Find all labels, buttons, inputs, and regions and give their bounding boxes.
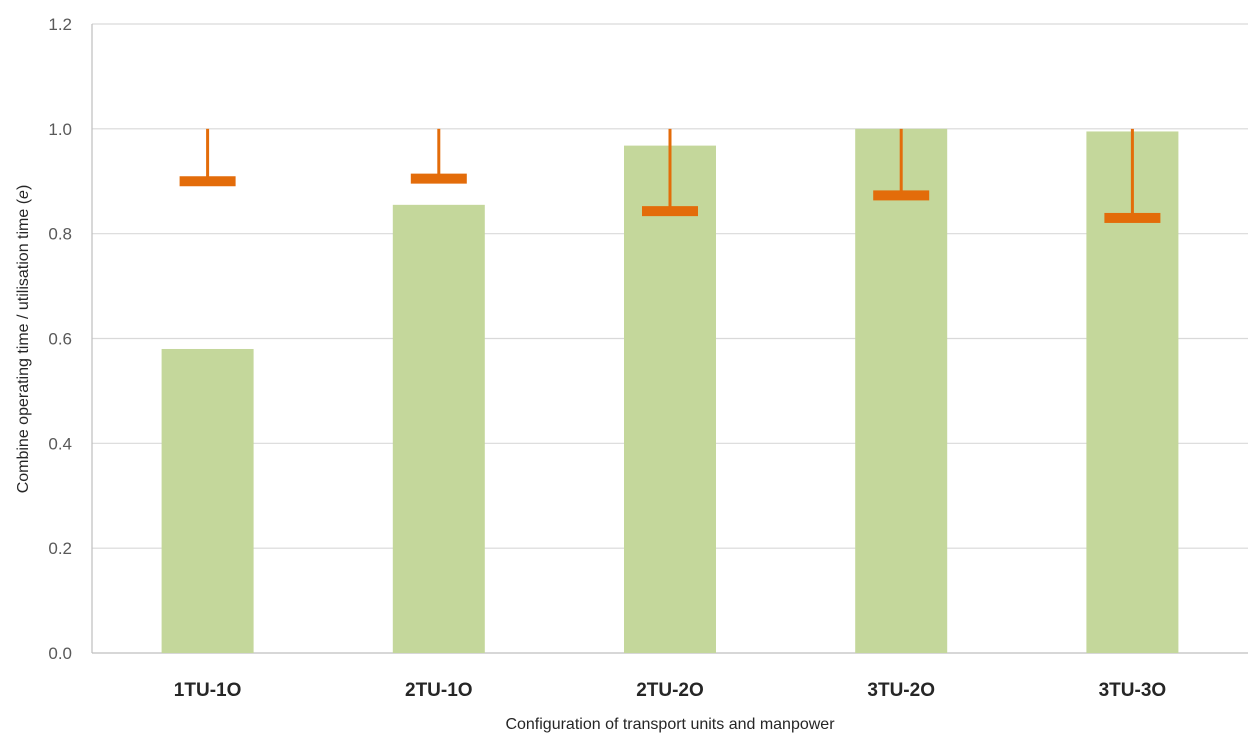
- y-tick-label: 1.2: [48, 15, 72, 34]
- x-category-label: 3TU-2O: [867, 680, 935, 701]
- x-category-labels: 1TU-1O 2TU-1O 2TU-2O 3TU-2O 3TU-3O: [174, 680, 1166, 701]
- bar: [392, 204, 485, 653]
- x-category-label: 2TU-1O: [405, 680, 473, 701]
- bars: [161, 128, 1179, 654]
- y-tick-label: 0.0: [48, 644, 72, 663]
- x-category-label: 2TU-2O: [636, 680, 704, 701]
- y-tick-label: 0.8: [48, 225, 72, 244]
- error-marker: [179, 176, 236, 187]
- x-category-label: 3TU-3O: [1099, 680, 1167, 701]
- error-marker: [873, 190, 930, 201]
- bar: [855, 128, 948, 654]
- error-markers: [179, 128, 1161, 223]
- y-tick-labels: 0.0 0.2 0.4 0.6 0.8 1.0 1.2: [48, 15, 72, 663]
- bar: [161, 348, 254, 653]
- bar: [624, 145, 716, 653]
- error-marker: [410, 173, 467, 184]
- error-marker: [1104, 212, 1161, 223]
- y-axis-title: Combine operating time / utilisation tim…: [15, 185, 32, 494]
- x-category-label: 1TU-1O: [174, 680, 242, 701]
- y-tick-label: 1.0: [48, 120, 72, 139]
- y-tick-label: 0.4: [48, 434, 72, 453]
- error-marker: [642, 206, 698, 217]
- y-tick-label: 0.2: [48, 539, 72, 558]
- y-tick-label: 0.6: [48, 330, 72, 349]
- x-axis-title: Configuration of transport units and man…: [505, 716, 835, 733]
